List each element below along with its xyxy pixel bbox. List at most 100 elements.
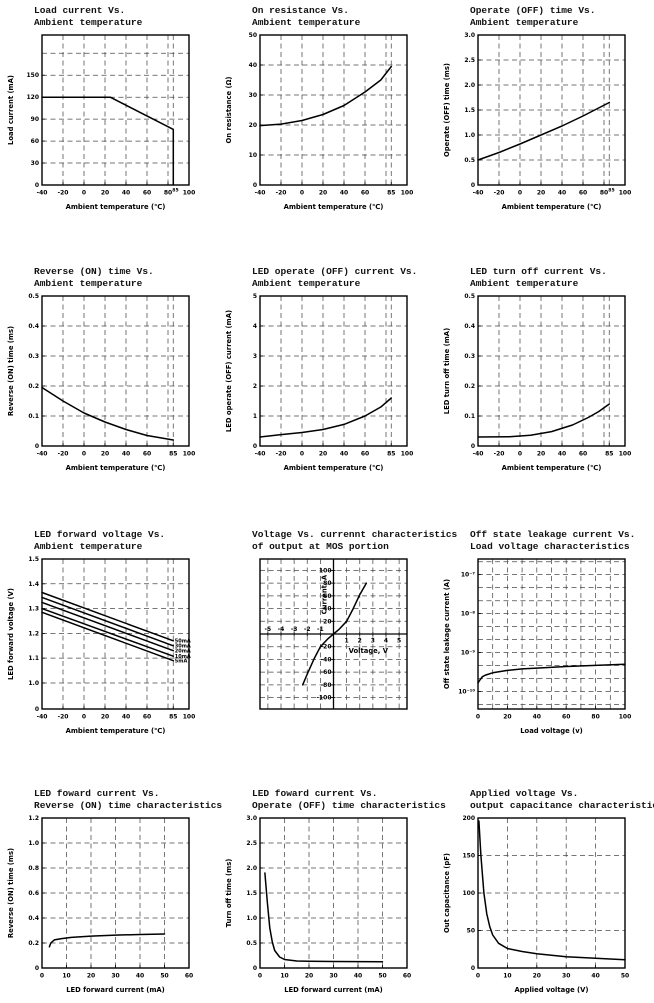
chart-led-turn-off-current: LED turn off current Vs. Ambient temperat… — [436, 250, 654, 495]
off-state-leakage-plot: 0 20 40 60 80 100 10⁻⁷ 10⁻⁸ 10⁻⁹ 10⁻¹⁰ Off state l… — [443, 557, 631, 735]
led-forward-voltage-plot: -40 -20 0 20 40 60 85 100 1.0 1.1 1.2 1.3 1.4 1.5 0 LED… — [7, 556, 195, 735]
svg-text:20: 20 — [537, 450, 545, 457]
svg-text:60: 60 — [143, 450, 151, 457]
reverse-on-time-plot: -40 -20 0 20 40 60 85 100 0 0.1 0.2 0.3 0.4 0.5 Revers… — [7, 293, 195, 472]
chart-title: Off state leakage current Vs. Load voltag… — [470, 529, 636, 553]
svg-text:50: 50 — [467, 927, 475, 934]
svg-text:0.5: 0.5 — [28, 293, 39, 300]
svg-text:0: 0 — [253, 182, 257, 189]
svg-text:Off state leakage current (A): Off state leakage current (A) — [443, 579, 451, 689]
svg-text:-40: -40 — [37, 713, 48, 720]
svg-text:-20: -20 — [58, 713, 69, 720]
svg-text:10⁻⁸: 10⁻⁸ — [461, 610, 476, 617]
svg-text:1.0: 1.0 — [246, 915, 257, 922]
svg-text:Ambient temperature (℃): Ambient temperature (℃) — [66, 203, 166, 211]
svg-text:60: 60 — [323, 593, 331, 600]
svg-text:0.1: 0.1 — [28, 413, 39, 420]
svg-text:-5: -5 — [265, 626, 272, 633]
svg-text:60: 60 — [143, 189, 151, 196]
svg-text:4: 4 — [253, 323, 257, 330]
svg-text:85: 85 — [169, 450, 177, 457]
svg-text:100: 100 — [401, 450, 414, 457]
svg-text:-100: -100 — [316, 694, 331, 701]
svg-text:1.0: 1.0 — [28, 680, 39, 687]
svg-text:0.5: 0.5 — [246, 940, 257, 947]
svg-text:-20: -20 — [276, 450, 287, 457]
chart-on-resistance: On resistance Vs. Ambient temperature -40… — [218, 0, 436, 245]
svg-text:10: 10 — [280, 972, 288, 979]
svg-text:LED operate (OFF) current (mA): LED operate (OFF) current (mA) — [225, 310, 233, 432]
svg-text:5mA: 5mA — [175, 658, 188, 664]
svg-text:60: 60 — [579, 189, 587, 196]
svg-text:5: 5 — [397, 637, 401, 644]
svg-text:-1: -1 — [317, 626, 324, 633]
svg-text:80: 80 — [323, 580, 331, 587]
svg-text:40: 40 — [340, 450, 348, 457]
svg-text:-40: -40 — [37, 450, 48, 457]
svg-text:0.2: 0.2 — [464, 383, 475, 390]
svg-text:100: 100 — [183, 189, 196, 196]
svg-text:20: 20 — [87, 972, 95, 979]
svg-text:Out capacitance (pF): Out capacitance (pF) — [443, 853, 451, 933]
svg-text:40: 40 — [591, 972, 599, 979]
svg-text:40: 40 — [354, 972, 362, 979]
svg-text:40: 40 — [122, 450, 130, 457]
svg-text:1: 1 — [345, 637, 349, 644]
svg-text:100: 100 — [319, 567, 332, 574]
svg-text:LED forward current (mA): LED forward current (mA) — [66, 986, 165, 994]
svg-text:20: 20 — [323, 618, 331, 625]
svg-text:LED forward current (mA): LED forward current (mA) — [284, 986, 383, 994]
svg-text:0.6: 0.6 — [28, 890, 39, 897]
svg-text:1.5: 1.5 — [246, 890, 257, 897]
svg-text:-40: -40 — [473, 189, 484, 196]
svg-text:60: 60 — [403, 972, 411, 979]
svg-text:1.5: 1.5 — [464, 107, 475, 114]
if-vs-reverse-on-time-plot: 0 10 20 30 40 50 60 0 0.2 0.4 0.6 0.8 1.0 1.2 Reverse … — [7, 815, 193, 994]
svg-text:Voltage, V: Voltage, V — [349, 647, 389, 655]
svg-text:0: 0 — [300, 189, 304, 196]
led-turn-off-current-plot: -40 -20 0 20 40 60 85 100 0 0.1 0.2 0.3 0.4 0.5 LED tu… — [443, 293, 631, 472]
svg-text:-40: -40 — [255, 189, 266, 196]
svg-text:85: 85 — [387, 450, 395, 457]
svg-text:Turn off time (ms): Turn off time (ms) — [225, 858, 233, 927]
svg-text:60: 60 — [361, 189, 369, 196]
svg-text:-20: -20 — [494, 450, 505, 457]
svg-text:40: 40 — [323, 605, 331, 612]
svg-text:85: 85 — [172, 187, 178, 193]
svg-text:20mA: 20mA — [175, 648, 191, 654]
svg-text:Ambient temperature (℃): Ambient temperature (℃) — [66, 464, 166, 472]
svg-text:40: 40 — [558, 450, 566, 457]
svg-text:-40: -40 — [473, 450, 484, 457]
svg-text:0: 0 — [258, 972, 262, 979]
svg-text:10⁻⁷: 10⁻⁷ — [461, 571, 476, 578]
svg-text:10⁻¹⁰: 10⁻¹⁰ — [458, 688, 475, 695]
svg-text:0: 0 — [82, 189, 86, 196]
svg-text:40: 40 — [558, 189, 566, 196]
svg-text:0: 0 — [300, 450, 304, 457]
svg-text:120: 120 — [26, 94, 39, 101]
svg-text:Ambient temperature (℃): Ambient temperature (℃) — [284, 203, 384, 211]
svg-text:30: 30 — [31, 160, 39, 167]
svg-text:3: 3 — [371, 637, 375, 644]
svg-text:-2: -2 — [304, 626, 311, 633]
svg-text:85: 85 — [387, 189, 395, 196]
svg-text:0.1: 0.1 — [464, 413, 475, 420]
svg-text:On resistance (Ω): On resistance (Ω) — [225, 76, 233, 143]
svg-text:5: 5 — [253, 293, 257, 300]
svg-text:0: 0 — [82, 713, 86, 720]
svg-text:-80: -80 — [321, 682, 332, 689]
svg-text:30: 30 — [562, 972, 570, 979]
svg-text:0: 0 — [471, 182, 475, 189]
svg-text:40: 40 — [122, 713, 130, 720]
svg-text:100: 100 — [462, 890, 475, 897]
svg-text:0.8: 0.8 — [28, 865, 39, 872]
svg-text:2.5: 2.5 — [246, 840, 257, 847]
svg-text:10: 10 — [503, 972, 511, 979]
svg-text:-3: -3 — [291, 626, 298, 633]
svg-text:-60: -60 — [321, 669, 332, 676]
chart-reverse-on-time: Reverse (ON) time Vs. Ambient temperature… — [0, 250, 218, 495]
svg-text:60: 60 — [31, 138, 39, 145]
chart-title: LED turn off current Vs. Ambient temperat… — [470, 266, 607, 290]
svg-text:150: 150 — [462, 852, 475, 859]
